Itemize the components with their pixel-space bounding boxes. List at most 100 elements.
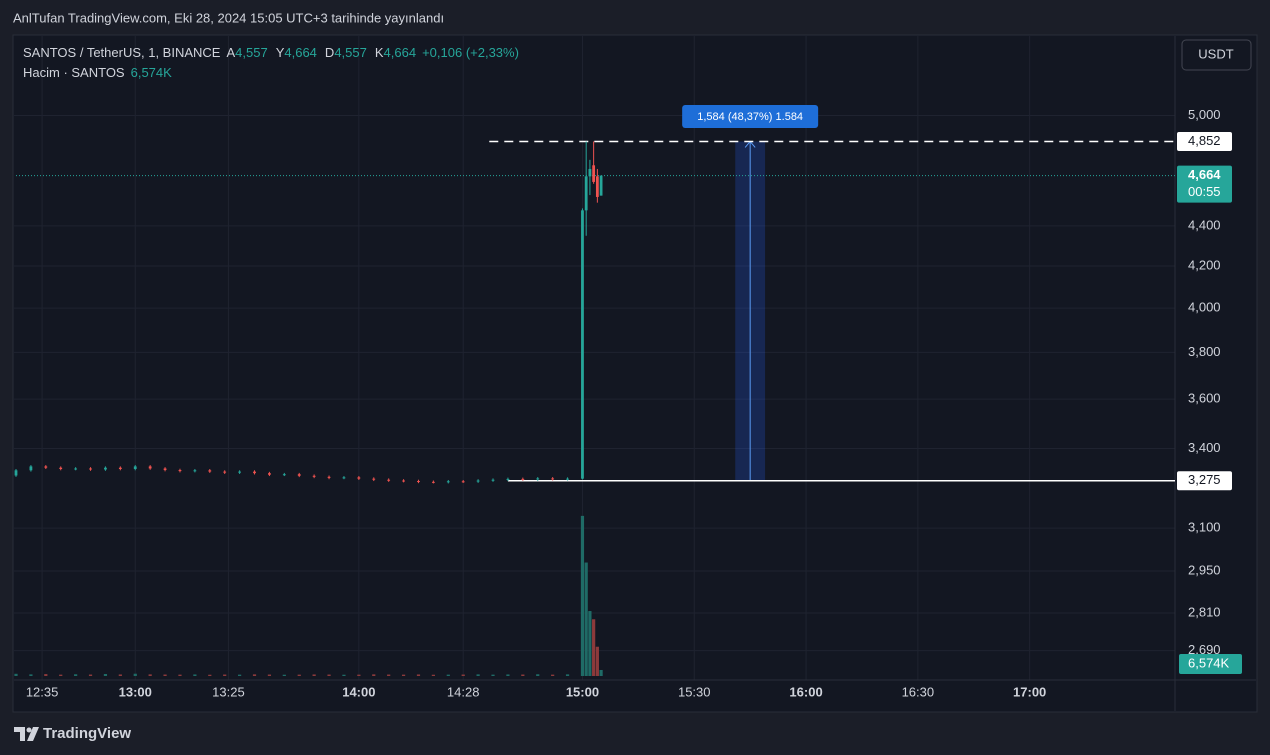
volume-bar [506,674,510,676]
candle-body [417,481,420,483]
x-tick-label: 15:00 [566,684,599,699]
volume-bar [327,674,331,676]
volume-bar [372,674,376,676]
candle-body [163,468,167,471]
x-tick-label: 14:28 [447,684,480,699]
candle-body [431,481,435,483]
volume-legend-value: 6,574K [131,65,173,80]
volume-bar [595,646,599,676]
legend-value: 4,664 [284,45,317,60]
y-tick-label: 2,690 [1188,642,1221,657]
volume-bar [599,669,603,676]
candle-body [446,481,450,483]
candle-body [14,470,18,476]
x-tick-label: 14:00 [342,684,375,699]
candle-body [208,470,212,472]
volume-bar [133,673,137,676]
candle-body [372,478,376,480]
y-tick-label: 4,400 [1188,217,1221,232]
last-price-label: 4,664 [1188,167,1221,182]
volume-bar [208,674,212,676]
y-tick-label: 3,400 [1188,440,1221,455]
plot: 5,000 4,400 4,200 4,000 3,800 3,600 3,400 3,100… [14,36,1256,711]
volume-bar [387,674,391,676]
volume-bar [148,674,152,676]
x-tick-label: 13:25 [212,684,245,699]
volume-bar [88,674,93,676]
candle-body [178,470,182,472]
volume-bar [446,674,450,676]
candle-body [253,471,256,474]
candle-body [282,474,286,476]
legend-key: Y [276,45,285,60]
volume-bar [521,674,525,676]
volume-bar [592,619,596,676]
volume-bar [163,674,167,676]
x-tick-label: 15:30 [678,684,711,699]
candle-body [584,176,588,211]
y-tick-label: 2,810 [1188,604,1221,619]
x-tick-label: 16:00 [789,684,822,699]
candle-body [59,467,63,469]
volume-bar [401,674,406,676]
volume-bar [14,673,18,676]
volume-bar [193,674,197,676]
volume-bar [551,674,555,676]
currency-button-label[interactable]: USDT [1198,46,1233,61]
footer-logo: TradingView [14,725,131,742]
price-tag-label: 4,852 [1188,133,1221,148]
candle-body [44,466,48,468]
y-tick-label: 5,000 [1188,107,1221,122]
candle-body [74,468,78,470]
candle-body [89,468,92,470]
volume-bar [584,562,588,676]
volume-bar [491,674,495,676]
candle-body [588,168,592,177]
legend-symbol: SANTOS / TetherUS, 1, BINANCE [23,45,221,60]
candle-body [297,474,301,476]
price-tag [1177,471,1232,491]
logo-icon [14,727,39,741]
legend-key: A [226,45,235,60]
candle-body [193,470,197,472]
measure-label: 1,584 (48,37%) 1.584 [697,111,803,123]
volume-bar [118,674,122,676]
currency-button[interactable] [1181,39,1252,71]
publisher: AnlTufan TradingView.com, Eki 28, 2024 1… [13,10,444,25]
volume-legend-name: Hacim · SANTOS [23,65,125,80]
volume-tag [1179,654,1242,674]
candle-body [592,165,596,182]
candle-body [268,473,271,475]
volume-tag-label: 6,574K [1188,655,1230,670]
candle-body [387,479,391,481]
volume-bar [297,674,301,676]
x-tick-label: 13:00 [119,684,152,699]
legend-value: 4,557 [235,45,268,60]
volume-bar [580,515,585,676]
candle-body [342,477,346,479]
candle-body [133,466,137,469]
volume-bar [416,674,421,676]
candle-body [238,471,242,473]
candle-body [148,466,152,469]
legend-value: 4,557 [334,45,367,60]
price-tag-label: 3,275 [1188,472,1221,487]
volume-bar [223,674,227,676]
y-tick-label: 3,600 [1188,391,1221,406]
volume-bar [312,674,316,676]
volume-bar [178,674,182,676]
volume-bar [267,674,272,676]
volume-bar [238,674,242,676]
legend-value: 4,664 [384,45,417,60]
candle-body [327,476,331,478]
y-tick-label: 4,000 [1188,300,1221,315]
candle-body [506,478,510,480]
candle-body [461,481,465,483]
candle-body [566,478,569,480]
volume-bar [565,674,570,676]
volume-bar [357,674,361,676]
y-tick-label: 4,200 [1188,257,1221,272]
candle-body [312,475,316,477]
volume-bar [252,674,257,676]
